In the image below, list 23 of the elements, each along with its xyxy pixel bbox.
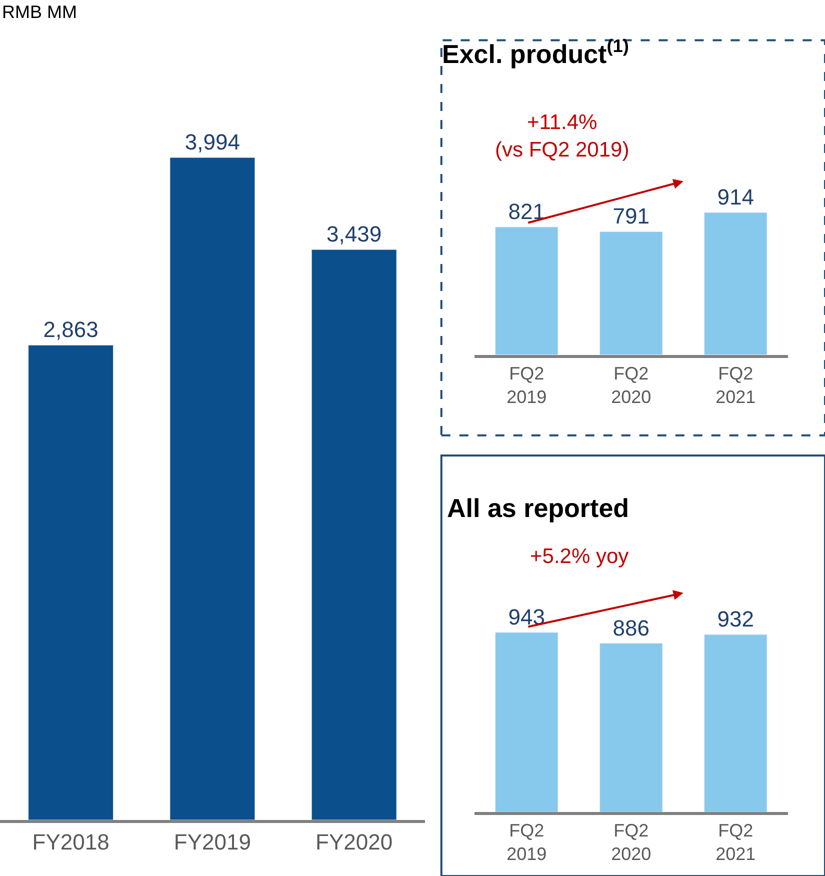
x-tick-label: FQ2 2021 [716,820,756,864]
chart-title: Excl. product$^{(1)}$ [442,36,629,69]
data-label: 3,994 [184,130,240,154]
x-tick-label: FY2019 [174,829,251,854]
text: +11.4% (vs FQ2 2019) [495,111,630,162]
text: +5.2% yoy [530,545,630,568]
data-label: 3,439 [326,222,382,247]
x-tick-label: FQ2 2020 [611,363,652,407]
x-tick-label: FQ2 2020 [611,820,652,864]
x-tick-label: FY2020 [316,829,393,854]
data-label: 791 [612,204,650,229]
data-label: 943 [508,604,545,630]
data-label: 821 [508,198,545,224]
x-tick-label: FQ2 2019 [506,820,547,864]
y-axis-title: RMB MM [2,2,77,22]
x-tick-label: FY2018 [32,829,110,854]
data-label: 932 [717,606,754,632]
data-label: 2,863 [43,317,98,342]
data-label: 914 [717,184,754,210]
data-label: 886 [612,615,650,640]
chart-title: All as reported [447,493,630,523]
x-tick-label: FQ2 2019 [506,363,547,407]
x-tick-label: FQ2 2021 [716,363,756,407]
